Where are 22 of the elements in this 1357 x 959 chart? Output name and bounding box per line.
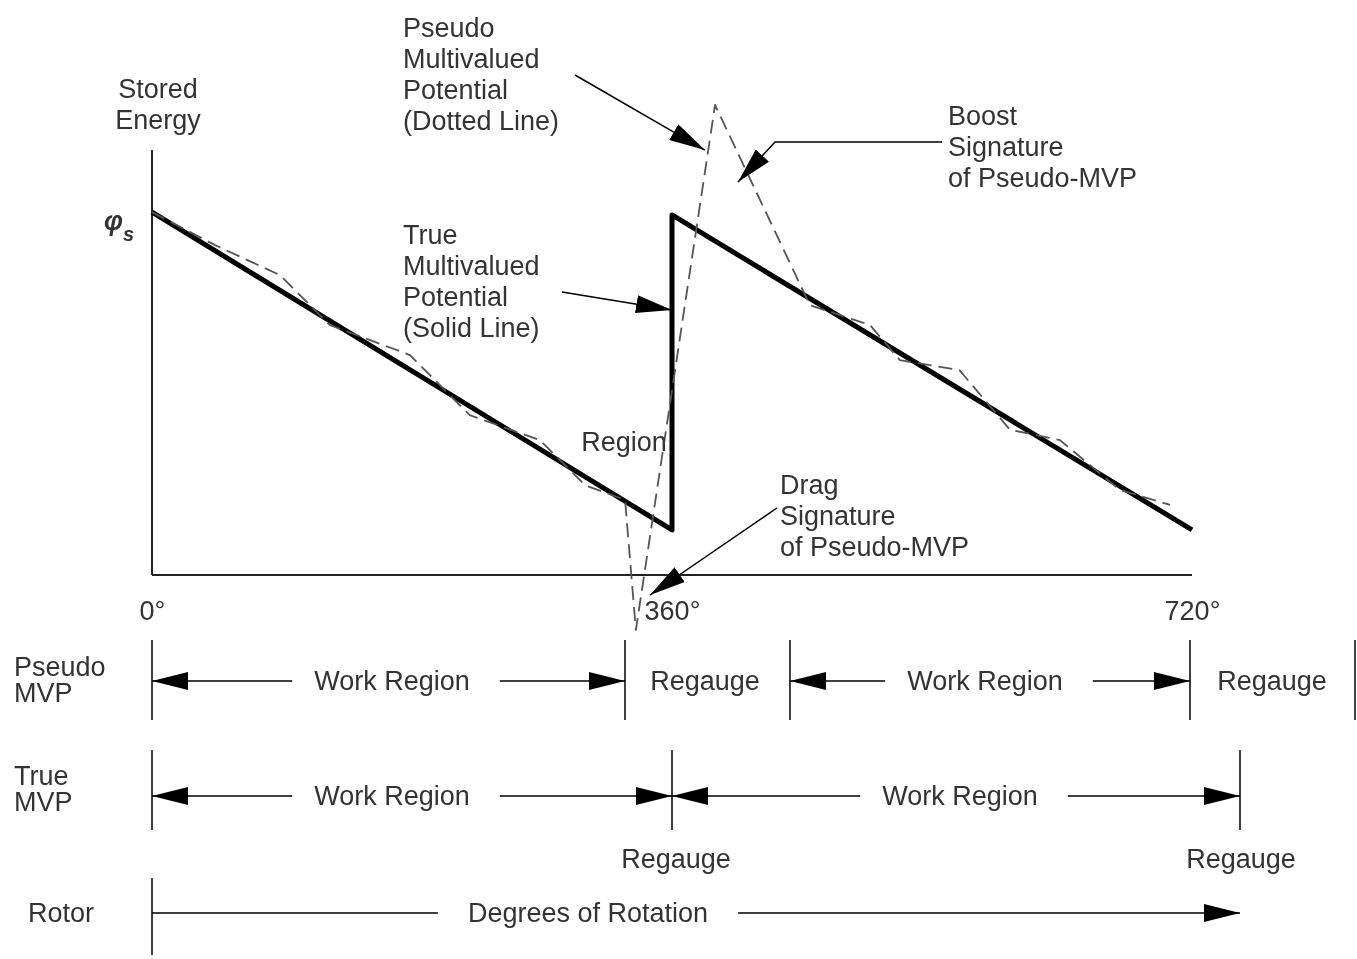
text: True MVP — [14, 761, 73, 817]
text: Work Region — [314, 781, 470, 811]
x-tick-label: 0° — [139, 596, 166, 627]
x-tick-label: 360° — [644, 596, 701, 627]
annotation: True Multivalued Potential (Solid Line) — [403, 220, 540, 343]
text: Pseudo MVP — [14, 652, 106, 708]
annotation: φ$_{s}$ — [104, 206, 135, 246]
annotation: Drag Signature of Pseudo-MVP — [780, 470, 970, 562]
text: Regauge — [621, 844, 731, 874]
text: Regauge — [1217, 666, 1327, 696]
text: Regauge — [650, 666, 760, 696]
text: Work Region — [314, 666, 470, 696]
text: Degrees of Rotation — [467, 898, 709, 928]
y-axis-title: Stored Energy — [115, 74, 202, 135]
text: Work Region — [907, 666, 1063, 696]
x-tick-label: 720° — [1164, 596, 1221, 627]
text: Regauge — [1186, 844, 1296, 874]
annotation: Boost Signature of Pseudo-MVP — [948, 101, 1138, 193]
annotation: Pseudo Multivalued Potential (Dotted Line) — [403, 13, 560, 136]
annotation: Region — [581, 427, 667, 457]
text: Rotor — [28, 898, 95, 928]
text: Work Region — [882, 781, 1038, 811]
